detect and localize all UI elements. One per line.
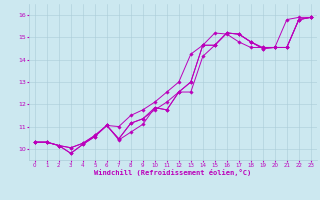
X-axis label: Windchill (Refroidissement éolien,°C): Windchill (Refroidissement éolien,°C): [94, 169, 252, 176]
